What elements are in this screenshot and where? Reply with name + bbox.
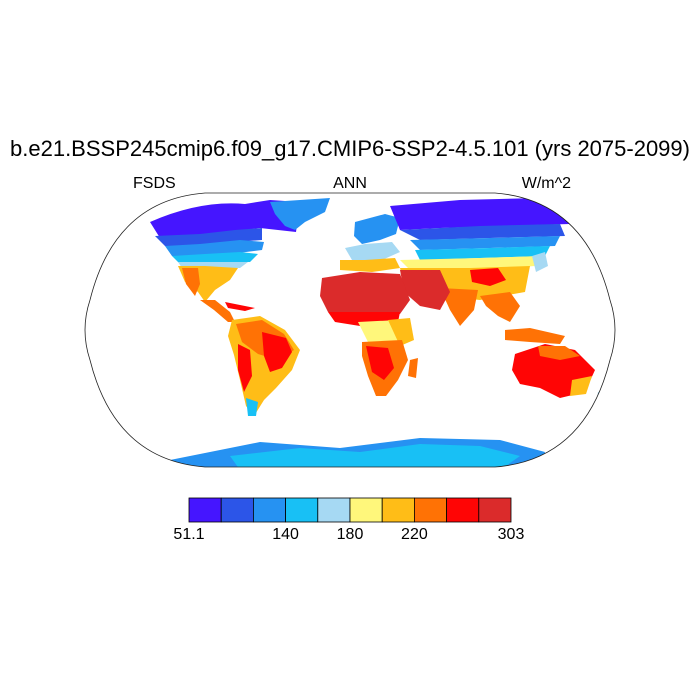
colorbar-swatch-3 [285, 497, 319, 523]
region-asia-southeast [480, 292, 520, 322]
region-australia-southeast [570, 376, 592, 396]
region-south-america-patagonia [246, 398, 258, 416]
region-europe-south [345, 242, 400, 260]
region-asia-himalaya [470, 268, 506, 286]
region-central-america [200, 300, 235, 322]
colorbar-swatch-7 [413, 497, 447, 523]
region-north-america-mid-lat-2 [165, 240, 264, 256]
colorbar-tick-label-1: 140 [272, 526, 299, 543]
region-africa-southwest [366, 346, 394, 380]
region-indonesia [505, 328, 565, 344]
colorbar-swatch-2 [252, 497, 286, 523]
colorbar-swatch-6 [381, 497, 415, 523]
region-asia-north-1 [400, 224, 565, 240]
colorbar-swatch-1 [220, 497, 254, 523]
globe-outline [84, 192, 616, 468]
region-africa-east [388, 318, 414, 346]
colorbar-swatch-4 [317, 497, 351, 523]
region-sahara [320, 272, 410, 316]
colorbar-swatch-9 [478, 497, 512, 523]
region-south-america-brazil [262, 332, 292, 372]
colorbar-tick-label-3: 220 [401, 526, 428, 543]
colorbar-tick-label-2: 180 [336, 526, 364, 543]
region-caribbean [225, 302, 255, 311]
region-asia-north-3 [415, 246, 550, 260]
colorbar-tick-label-4: 303 [497, 526, 525, 543]
season-label: ANN [333, 175, 367, 192]
region-australia-north [538, 346, 580, 360]
variable-label: FSDS [133, 175, 176, 192]
region-asia-arctic [390, 198, 585, 230]
region-north-america-mid-lat-3 [172, 252, 258, 264]
colorbar-swatch-0 [188, 497, 222, 523]
region-asia-central [400, 256, 540, 270]
units-label: W/m^2 [521, 175, 571, 192]
region-japan [532, 252, 548, 272]
region-asia-india [440, 288, 478, 326]
region-madagascar [408, 358, 418, 378]
colorbar-swatch-5 [349, 497, 383, 523]
plot-title: b.e21.BSSP245cmip6.f09_g17.CMIP6-SSP2-4.… [10, 136, 690, 161]
region-south-america-andes [238, 344, 252, 392]
colorbar-tick-label-0: 51.1 [173, 526, 205, 543]
region-europe-mediterranean [340, 258, 400, 272]
region-europe [354, 214, 400, 244]
region-greenland [270, 198, 330, 230]
colorbar-swatch-8 [446, 497, 480, 523]
region-north-america-southwest [182, 268, 200, 296]
region-asia-north-2 [410, 236, 560, 250]
region-north-america-high-lat [150, 200, 300, 238]
region-antarctica-inner [230, 444, 520, 467]
region-middle-east [400, 270, 450, 310]
